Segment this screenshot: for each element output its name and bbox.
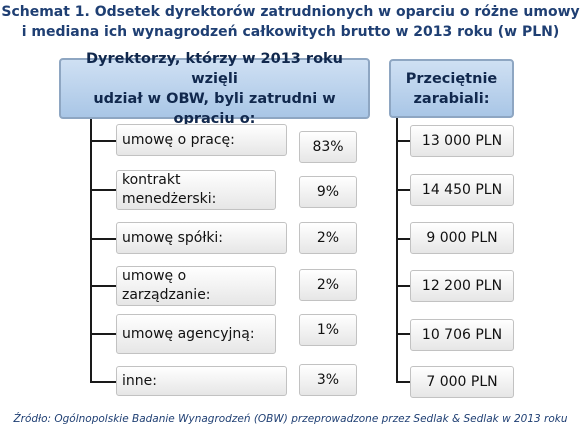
contract-type-label: kontrakt menedżerski: — [116, 170, 276, 210]
contract-type-label: umowę spółki: — [116, 222, 287, 254]
percent-value: 2% — [299, 269, 357, 301]
salary-value: 9 000 PLN — [410, 222, 514, 254]
left-vertical-connector — [90, 119, 92, 383]
salary-value: 13 000 PLN — [410, 125, 514, 157]
percent-value: 2% — [299, 222, 357, 254]
salary-value: 14 450 PLN — [410, 174, 514, 206]
percent-value: 83% — [299, 131, 357, 163]
left-branch-connector — [90, 140, 116, 142]
percent-value: 9% — [299, 176, 357, 208]
header-earnings-line-2: zarabiali: — [413, 90, 490, 107]
right-branch-connector — [396, 285, 410, 287]
schema-title: Schemat 1. Odsetek dyrektorów zatrudnion… — [0, 2, 581, 42]
right-branch-connector — [396, 333, 410, 335]
contract-type-label: inne: — [116, 366, 287, 396]
header-average-earnings: Przeciętnie zarabiali: — [389, 59, 514, 118]
salary-value: 12 200 PLN — [410, 270, 514, 302]
header-earnings-line-1: Przeciętnie — [405, 70, 498, 87]
percent-value: 1% — [299, 314, 357, 346]
right-branch-connector — [396, 189, 410, 191]
left-branch-connector — [90, 381, 116, 383]
header-directors-line-2: udział w OBW, byli zatrudni w opraciu o: — [93, 90, 336, 127]
title-line-2: i mediana ich wynagrodzeń całkowitych br… — [21, 24, 560, 40]
percent-value: 3% — [299, 364, 357, 396]
left-branch-connector — [90, 189, 116, 191]
contract-type-label: umowę agencyjną: — [116, 314, 276, 354]
right-branch-connector — [396, 140, 410, 142]
right-branch-connector — [396, 381, 410, 383]
contract-type-label: umowę o pracę: — [116, 124, 287, 156]
left-branch-connector — [90, 333, 116, 335]
right-branch-connector — [396, 238, 410, 240]
header-directors-line-1: Dyrektorzy, którzy w 2013 roku wzięli — [85, 50, 344, 87]
header-directors: Dyrektorzy, którzy w 2013 roku wzięli ud… — [59, 51, 370, 127]
source-note: Źródło: Ogólnopolskie Badanie Wynagrodze… — [13, 413, 568, 425]
contract-type-label: umowę o zarządzanie: — [116, 266, 276, 306]
right-vertical-connector — [396, 118, 398, 383]
left-branch-connector — [90, 285, 116, 287]
salary-value: 10 706 PLN — [410, 319, 514, 351]
left-branch-connector — [90, 238, 116, 240]
salary-value: 7 000 PLN — [410, 366, 514, 398]
title-line-1: Schemat 1. Odsetek dyrektorów zatrudnion… — [1, 4, 580, 20]
